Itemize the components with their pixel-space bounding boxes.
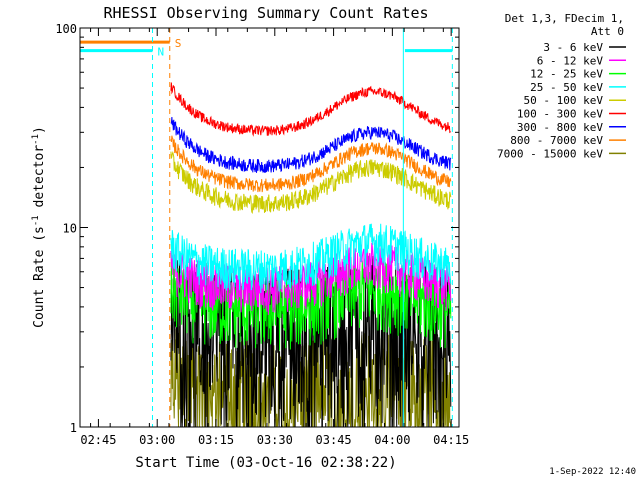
footer-timestamp: 1-Sep-2022 12:40 — [549, 467, 636, 477]
x-tick-label: 03:00 — [139, 433, 175, 447]
legend-entry-label: 50 - 100 keV — [524, 94, 604, 107]
plot-lines — [170, 82, 452, 427]
legend-header: Att 0 — [591, 25, 624, 38]
y-tick-label: 1 — [70, 421, 77, 435]
series-line — [170, 258, 452, 351]
x-tick-label: 02:45 — [80, 433, 116, 447]
legend-entry-label: 800 - 7000 keV — [510, 134, 603, 147]
y-tick-label: 100 — [55, 22, 77, 36]
x-tick-label: 03:15 — [198, 433, 234, 447]
legend-entry-label: 3 - 6 keV — [543, 41, 603, 54]
x-axis-label: Start Time (03-Oct-16 02:38:22) — [135, 455, 396, 471]
series-line — [170, 151, 452, 214]
flag-label: S — [175, 37, 182, 50]
legend-entry-label: 6 - 12 keV — [537, 54, 604, 67]
y-axis-label: Count Rate (s-1 detector-1) — [31, 126, 47, 328]
x-tick-label: 04:00 — [374, 433, 410, 447]
series-line — [170, 135, 452, 193]
y-tick-label: 10 — [63, 222, 77, 236]
x-tick-label: 04:15 — [433, 433, 469, 447]
legend-entry-label: 7000 - 15000 keV — [497, 147, 603, 160]
x-tick-label: 03:45 — [316, 433, 352, 447]
chart-title: RHESSI Observing Summary Count Rates — [103, 4, 428, 22]
series-line — [170, 223, 452, 294]
x-tick-label: 03:30 — [257, 433, 293, 447]
legend-entry-label: 300 - 800 keV — [517, 121, 603, 134]
flag-label: N — [158, 46, 165, 59]
legend-entry-label: 100 - 300 keV — [517, 108, 603, 121]
series-line — [170, 116, 452, 174]
legend-entry-label: 25 - 50 keV — [530, 81, 603, 94]
axes: 1 10 100 02:45 03:00 03:15 03:30 03:45 04:00 04:1… — [55, 22, 469, 447]
flag-bars: SN — [80, 37, 453, 59]
legend-entry-label: 12 - 25 keV — [530, 68, 603, 81]
series-line — [170, 82, 451, 137]
legend-header: Det 1,3, FDecim 1, — [505, 12, 624, 25]
series-line — [170, 326, 452, 427]
